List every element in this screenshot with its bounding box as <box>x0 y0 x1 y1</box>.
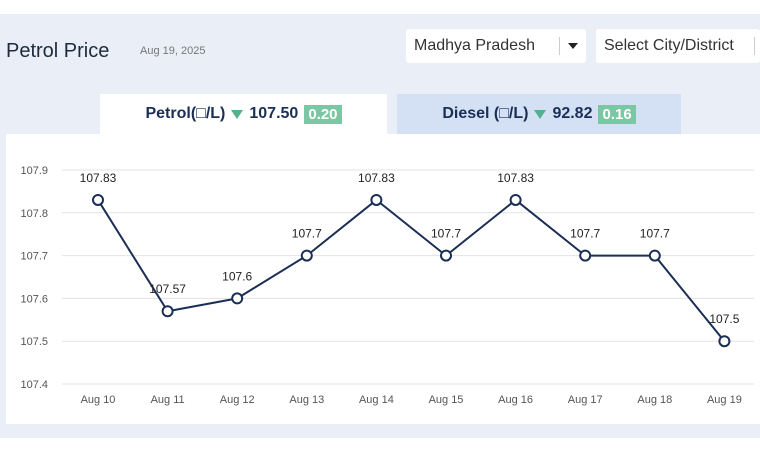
y-tick-label: 107.8 <box>20 208 48 220</box>
data-label: 107.83 <box>80 171 117 185</box>
city-select-placeholder: Select City/District <box>604 37 734 54</box>
data-label: 107.7 <box>570 227 600 241</box>
chevron-down-icon[interactable] <box>568 43 578 49</box>
data-point <box>579 249 592 262</box>
x-tick-label: Aug 15 <box>429 394 464 406</box>
tab-diesel[interactable]: Diesel (□/L) 92.82 0.16 <box>397 94 681 134</box>
x-tick-label: Aug 14 <box>359 394 394 406</box>
y-tick-label: 107.4 <box>20 379 48 391</box>
data-point <box>509 193 522 206</box>
data-point <box>92 193 104 206</box>
x-tick-label: Aug 17 <box>568 394 603 406</box>
data-point <box>718 335 731 348</box>
data-point <box>300 249 313 262</box>
chart-card: 107.4 107.5 107.6 107.7 107.8 107.9 Aug 10 Aug … <box>6 134 760 424</box>
data-label: 107.7 <box>292 227 322 241</box>
x-tick-label: Aug 16 <box>498 394 533 406</box>
data-label: 107.57 <box>149 282 186 296</box>
data-point <box>648 249 661 262</box>
price-down-icon <box>534 109 547 119</box>
tab-petrol[interactable]: Petrol(□/L) 107.50 0.20 <box>100 94 387 134</box>
data-label: 107.6 <box>222 269 252 283</box>
x-tick-label: Aug 10 <box>81 394 116 406</box>
data-label: 107.83 <box>497 171 534 185</box>
data-label: 107.7 <box>431 227 461 241</box>
x-tick-label: Aug 19 <box>707 394 742 406</box>
data-point <box>370 193 383 206</box>
state-select[interactable]: Madhya Pradesh <box>406 29 586 63</box>
price-line-chart: 107.4 107.5 107.6 107.7 107.8 107.9 Aug 10 Aug … <box>20 165 754 406</box>
page-title: Petrol Price <box>6 40 110 62</box>
price-down-icon <box>231 109 244 119</box>
tab-diesel-change-badge: 0.16 <box>598 104 636 124</box>
tab-diesel-price: 92.82 <box>552 105 593 122</box>
data-point <box>440 249 452 262</box>
x-tick-label: Aug 11 <box>151 394 185 406</box>
state-select-divider <box>559 37 560 55</box>
tab-petrol-price: 107.50 <box>249 105 299 122</box>
x-tick-label: Aug 13 <box>289 394 324 406</box>
state-select-value: Madhya Pradesh <box>414 37 535 54</box>
y-tick-label: 107.9 <box>20 165 48 177</box>
tab-petrol-change-badge: 0.20 <box>304 104 342 124</box>
data-label: 107.83 <box>358 171 395 185</box>
y-tick-label: 107.7 <box>20 251 48 263</box>
page-date: Aug 19, 2025 <box>140 45 206 57</box>
x-tick-label: Aug 18 <box>637 394 672 406</box>
data-point <box>161 305 174 318</box>
data-label: 107.5 <box>709 312 739 326</box>
tab-petrol-label: Petrol(□/L) <box>145 105 226 122</box>
city-select-divider <box>754 37 755 55</box>
data-point <box>231 292 244 305</box>
y-tick-label: 107.6 <box>20 293 48 305</box>
series-line <box>97 198 726 342</box>
tab-diesel-label: Diesel (□/L) <box>442 105 529 122</box>
y-tick-label: 107.5 <box>20 336 48 348</box>
x-tick-label: Aug 12 <box>220 394 255 406</box>
city-select[interactable]: Select City/District <box>596 29 760 63</box>
data-label: 107.7 <box>640 227 670 241</box>
